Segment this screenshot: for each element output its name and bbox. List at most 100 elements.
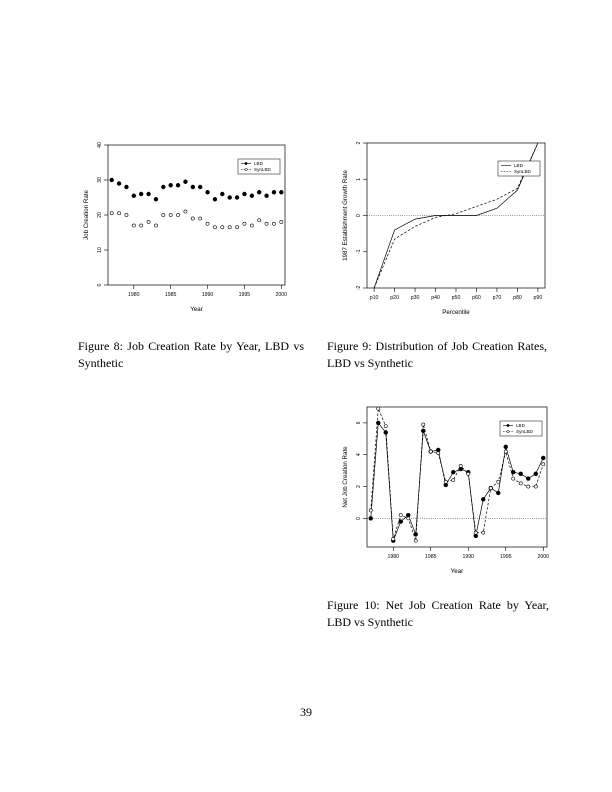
- figure-8: 0 10 20 30 40 1980 1985 1990 1995 2000 Year Job Cre…: [78, 133, 288, 328]
- data-point-synlbd: [190, 216, 195, 221]
- data-point-synlbd: [496, 479, 501, 484]
- data-point-lbd: [116, 181, 122, 186]
- legend-marker-lbd: [506, 424, 510, 427]
- data-point-synlbd: [235, 225, 239, 230]
- data-point-synlbd: [458, 463, 463, 468]
- x-tick-label: p20: [390, 295, 399, 301]
- data-point-synlbd: [436, 451, 441, 456]
- x-tick-label: p80: [513, 295, 522, 301]
- x-tick-label: 1985: [165, 292, 177, 298]
- data-point-synlbd: [131, 223, 136, 228]
- data-point-synlbd: [198, 216, 203, 221]
- x-tick-label: 2000: [537, 554, 549, 560]
- x-tick-label: p40: [431, 295, 440, 301]
- x-tick-label: 1980: [128, 292, 140, 298]
- data-point-lbd: [451, 470, 456, 475]
- data-point-synlbd: [205, 221, 210, 226]
- figure-9: -2 -1 0 1 2 p10 p20 p30 p40 p50 p60 p70 p80 p90 Percen…: [325, 133, 546, 328]
- legend-box: [497, 160, 541, 177]
- legend-box: [499, 420, 543, 437]
- data-point-synlbd: [473, 530, 478, 535]
- data-point-lbd: [205, 190, 210, 195]
- data-point-lbd: [124, 184, 129, 190]
- y-tick-label: -2: [356, 286, 362, 291]
- legend-label-synlbd: SynLBD: [254, 167, 272, 172]
- data-point-lbd: [256, 190, 262, 195]
- data-point-synlbd: [139, 223, 144, 228]
- data-point-lbd: [398, 519, 403, 524]
- legend-label-lbd: LBD: [254, 161, 264, 166]
- data-point-synlbd: [398, 513, 403, 518]
- data-point-lbd: [271, 190, 277, 195]
- data-point-lbd: [234, 195, 240, 200]
- data-point-lbd: [131, 193, 137, 198]
- x-tick-label: p90: [534, 295, 543, 301]
- x-tick-label: p30: [411, 295, 420, 301]
- series-line-lbd: [373, 142, 539, 289]
- data-point-lbd: [212, 197, 218, 202]
- x-tick-label: 1990: [462, 554, 474, 560]
- y-tick-label: 20: [97, 212, 103, 218]
- data-point-synlbd: [518, 481, 523, 486]
- data-point-lbd: [138, 191, 144, 197]
- data-point-lbd: [197, 184, 203, 190]
- data-point-synlbd: [368, 508, 373, 513]
- page-number: 39: [300, 705, 312, 719]
- data-point-lbd: [220, 191, 225, 197]
- data-point-lbd: [496, 490, 501, 496]
- data-point-lbd: [183, 179, 188, 184]
- x-axis-label: Year: [190, 306, 203, 313]
- data-point-lbd: [146, 191, 151, 197]
- data-point-synlbd: [443, 479, 448, 484]
- y-tick-label: 0: [356, 214, 362, 217]
- series-line-synlbd: [373, 142, 539, 289]
- data-point-synlbd: [242, 221, 247, 226]
- data-point-synlbd: [481, 530, 486, 535]
- y-tick-label: 40: [97, 142, 103, 148]
- data-point-synlbd: [154, 223, 158, 228]
- y-tick-label: 1: [356, 178, 362, 181]
- legend-label-lbd: LBD: [516, 423, 526, 428]
- net-job-creation-rate-chart: 0 2 4 6 1980 1985 1990 1995 2000 Year Net Job Crea…: [342, 406, 549, 575]
- data-point-synlbd: [383, 424, 388, 428]
- data-point-lbd: [175, 183, 181, 188]
- data-point-synlbd: [279, 220, 284, 224]
- y-tick-label: 6: [356, 421, 362, 424]
- y-axis-label: 1987 Establishment Growth Rate: [342, 170, 349, 261]
- legend-box: [237, 158, 281, 175]
- legend-label-lbd: LBD: [514, 163, 524, 168]
- data-point-lbd: [279, 190, 284, 195]
- figure-10: 0 2 4 6 1980 1985 1990 1995 2000 Year Net Job Crea…: [325, 395, 549, 590]
- data-point-synlbd: [413, 538, 418, 543]
- data-point-synlbd: [264, 221, 269, 226]
- x-tick-label: 1995: [500, 554, 512, 560]
- data-point-lbd: [227, 195, 232, 200]
- data-point-lbd: [368, 516, 373, 521]
- data-point-lbd: [518, 471, 523, 477]
- data-point-lbd: [242, 191, 247, 197]
- x-tick-label: 1995: [239, 292, 251, 298]
- x-tick-label: p10: [370, 295, 379, 301]
- y-tick-label: 30: [97, 177, 103, 183]
- data-point-synlbd: [168, 213, 173, 217]
- y-tick-label: 0: [356, 517, 362, 520]
- legend-marker-lbd: [244, 162, 248, 165]
- plot-frame: [366, 406, 548, 548]
- data-point-synlbd: [117, 211, 121, 216]
- y-tick-label: 2: [356, 141, 362, 144]
- data-point-synlbd: [488, 486, 493, 491]
- x-axis-label: Year: [451, 568, 464, 575]
- y-tick-label: 2: [356, 485, 362, 488]
- legend-label-synlbd: SynLBD: [514, 169, 532, 174]
- data-point-synlbd: [146, 220, 151, 224]
- y-tick-label: 4: [356, 453, 362, 456]
- data-point-synlbd: [176, 213, 180, 217]
- figure-10-caption: Figure 10: Net Job Creation Rate by Year…: [327, 598, 549, 629]
- data-point-lbd: [533, 471, 538, 477]
- data-point-lbd: [190, 184, 196, 190]
- data-point-synlbd: [213, 225, 217, 230]
- x-tick-label: 1980: [387, 554, 399, 560]
- figure-8-caption: Figure 8: Job Creation Rate by Year, LBD…: [78, 339, 304, 370]
- data-point-synlbd: [466, 471, 471, 476]
- series-line-lbd: [370, 421, 544, 541]
